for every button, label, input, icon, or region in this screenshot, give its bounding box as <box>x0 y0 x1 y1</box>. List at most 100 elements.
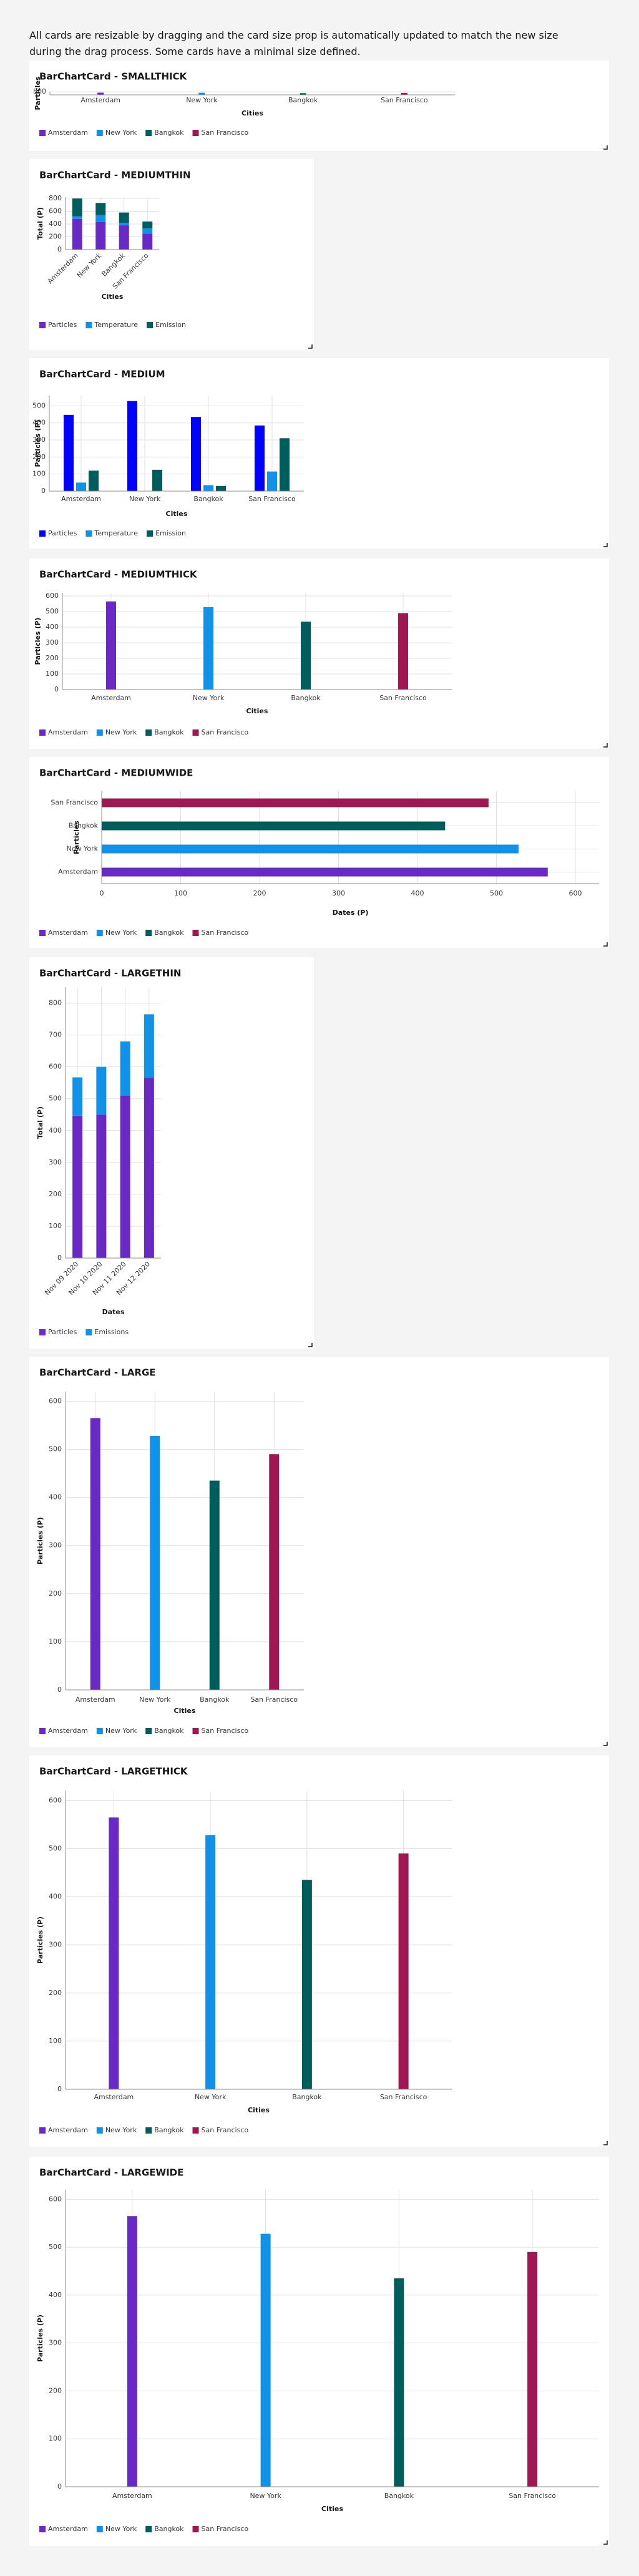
resize-handle <box>603 543 608 547</box>
legend-label: San Francisco <box>202 728 249 736</box>
x-tick-label: New York <box>129 495 161 503</box>
bar-segment <box>95 215 106 222</box>
resize-handle <box>603 1742 608 1746</box>
y-tick-label: 600 <box>49 1796 62 1804</box>
bar <box>102 798 489 807</box>
y-tick-label: 0 <box>57 2085 62 2093</box>
legend-swatch <box>39 2127 46 2134</box>
legend-swatch <box>145 1728 152 1734</box>
legend-label: Bangkok <box>154 2126 184 2134</box>
x-tick-label: New York <box>250 2492 281 2500</box>
legend-label: San Francisco <box>202 1727 249 1735</box>
legend-label: San Francisco <box>202 129 249 137</box>
y-tick-label: 400 <box>46 623 59 631</box>
bar <box>127 2216 137 2487</box>
y-tick-label: 600 <box>46 592 59 600</box>
x-tick-label: 300 <box>332 889 345 897</box>
legend-label: Particles <box>48 321 77 329</box>
y-tick-label: 200 <box>49 1190 62 1198</box>
legend-label: New York <box>105 929 137 937</box>
card-title: BarChartCard - MEDIUMTHIN <box>39 170 191 181</box>
y-tick-label: San Francisco <box>51 799 98 807</box>
legend-swatch <box>192 729 199 736</box>
x-tick-label: Bangkok <box>292 2093 322 2101</box>
bar <box>106 601 116 690</box>
y-tick-label: 500 <box>49 2243 62 2251</box>
y-tick-label: 300 <box>49 1158 62 1166</box>
y-tick-label: 300 <box>49 2339 62 2347</box>
legend-label: Temperature <box>94 529 138 537</box>
bar <box>267 471 277 491</box>
card-title: BarChartCard - LARGETHIN <box>39 968 181 979</box>
y-tick-label: 200 <box>49 1589 62 1598</box>
legend-swatch <box>39 322 46 328</box>
y-tick-label: 500 <box>49 1095 62 1103</box>
x-axis-label: Dates <box>102 1308 125 1316</box>
bar <box>300 93 306 95</box>
x-tick-label: 200 <box>253 889 266 897</box>
bar <box>394 2278 404 2487</box>
legend-label: San Francisco <box>202 2525 249 2533</box>
x-tick-label: New York <box>193 694 225 702</box>
x-tick-label: Bangkok <box>193 495 223 503</box>
bar-segment <box>95 203 106 215</box>
y-tick-label: 600 <box>49 1397 62 1405</box>
x-tick-label: Amsterdam <box>61 495 101 503</box>
bar <box>102 821 446 831</box>
x-tick-label: Bangkok <box>288 96 318 104</box>
x-tick-label: San Francisco <box>381 96 428 104</box>
y-tick-label: 400 <box>49 220 62 228</box>
card <box>29 1755 609 2147</box>
legend-swatch <box>145 930 152 936</box>
card-title: BarChartCard - SMALLTHICK <box>39 71 188 82</box>
y-tick-label: 0 <box>57 1686 62 1694</box>
resize-handle <box>603 2141 608 2145</box>
x-tick-label: 400 <box>411 889 424 897</box>
legend-label: Amsterdam <box>48 728 88 736</box>
legend-label: Emission <box>155 529 186 537</box>
y-tick-label: 100 <box>49 1637 62 1646</box>
legend-swatch <box>192 930 199 936</box>
x-tick-label: Bangkok <box>291 694 321 702</box>
legend-label: Amsterdam <box>48 929 88 937</box>
legend-label: Particles <box>48 1328 77 1336</box>
y-tick-label: 300 <box>46 638 59 646</box>
resize-handle <box>308 344 313 349</box>
bar-segment <box>119 212 129 223</box>
y-tick-label: 0 <box>41 487 46 495</box>
legend-swatch <box>85 1329 92 1335</box>
bar <box>398 1853 409 2089</box>
y-tick-label: 400 <box>49 1126 62 1134</box>
card <box>29 559 609 749</box>
legend-swatch <box>96 930 103 936</box>
x-tick-label: Bangkok <box>200 1695 230 1704</box>
x-tick-label: San Francisco <box>250 1695 298 1704</box>
x-axis-label: Dates (P) <box>333 909 369 917</box>
y-tick-label: 100 <box>49 1222 62 1230</box>
y-tick-label: 0 <box>54 685 59 693</box>
y-axis-label: Particles (P) <box>34 618 42 665</box>
bar-segment <box>72 198 82 217</box>
legend-label: Emission <box>155 321 186 329</box>
x-tick-label: San Francisco <box>379 694 427 702</box>
card <box>29 2157 609 2546</box>
y-tick-label: Bangkok <box>69 822 99 830</box>
bar-segment <box>120 1095 130 1258</box>
legend-label: New York <box>105 1727 137 1735</box>
bar <box>64 414 74 491</box>
legend-label: Amsterdam <box>48 2525 88 2533</box>
bar <box>260 2233 271 2487</box>
bar-segment <box>72 216 82 219</box>
resize-handle <box>603 743 608 748</box>
legend-swatch <box>192 130 199 136</box>
legend-swatch <box>192 1728 199 1734</box>
legend-label: Bangkok <box>154 129 184 137</box>
legend-label: New York <box>105 2525 137 2533</box>
y-tick-label: 0 <box>57 2482 62 2491</box>
y-tick-label: 400 <box>49 1893 62 1901</box>
legend-swatch <box>145 130 152 136</box>
legend-swatch <box>39 1329 46 1335</box>
y-tick-label: 800 <box>33 87 46 95</box>
intro-text: All cards are resizable by dragging and … <box>29 29 559 57</box>
